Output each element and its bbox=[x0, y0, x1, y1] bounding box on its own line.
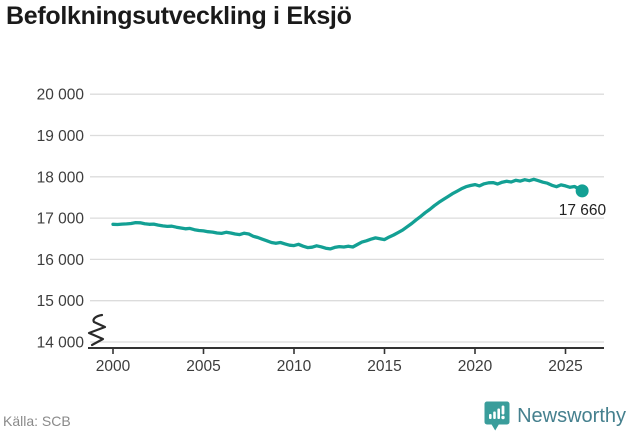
x-axis-tick-label: 2020 bbox=[458, 358, 493, 375]
x-axis-tick-label: 2015 bbox=[367, 358, 401, 375]
last-value-label: 17 660 bbox=[559, 202, 607, 219]
x-axis-tick-label: 2000 bbox=[96, 358, 131, 375]
y-axis-tick-label: 16 000 bbox=[37, 252, 85, 269]
population-line-series bbox=[111, 177, 584, 251]
x-axis-tick-label: 2025 bbox=[548, 358, 582, 375]
y-axis-tick-label: 17 000 bbox=[37, 211, 85, 228]
axis-break-icon bbox=[87, 313, 107, 347]
y-axis-tick-label: 15 000 bbox=[37, 293, 85, 310]
x-axis-tick-label: 2005 bbox=[186, 358, 220, 375]
y-axis-tick-label: 19 000 bbox=[37, 128, 85, 145]
newsworthy-wordmark: Newsworthy bbox=[517, 404, 626, 427]
newsworthy-bar-chart-bubble-icon bbox=[484, 401, 510, 431]
page-title: Befolkningsutveckling i Eksjö bbox=[6, 2, 352, 30]
y-axis-tick-label: 18 000 bbox=[37, 169, 85, 186]
source-label: Källa: SCB bbox=[3, 413, 71, 429]
x-axis-tick-label: 2010 bbox=[277, 358, 312, 375]
last-value-marker bbox=[575, 184, 589, 198]
y-axis-tick-label: 20 000 bbox=[37, 87, 85, 104]
y-axis-tick-label: 14 000 bbox=[37, 335, 85, 352]
newsworthy-branding[interactable]: Newsworthy bbox=[484, 401, 626, 431]
